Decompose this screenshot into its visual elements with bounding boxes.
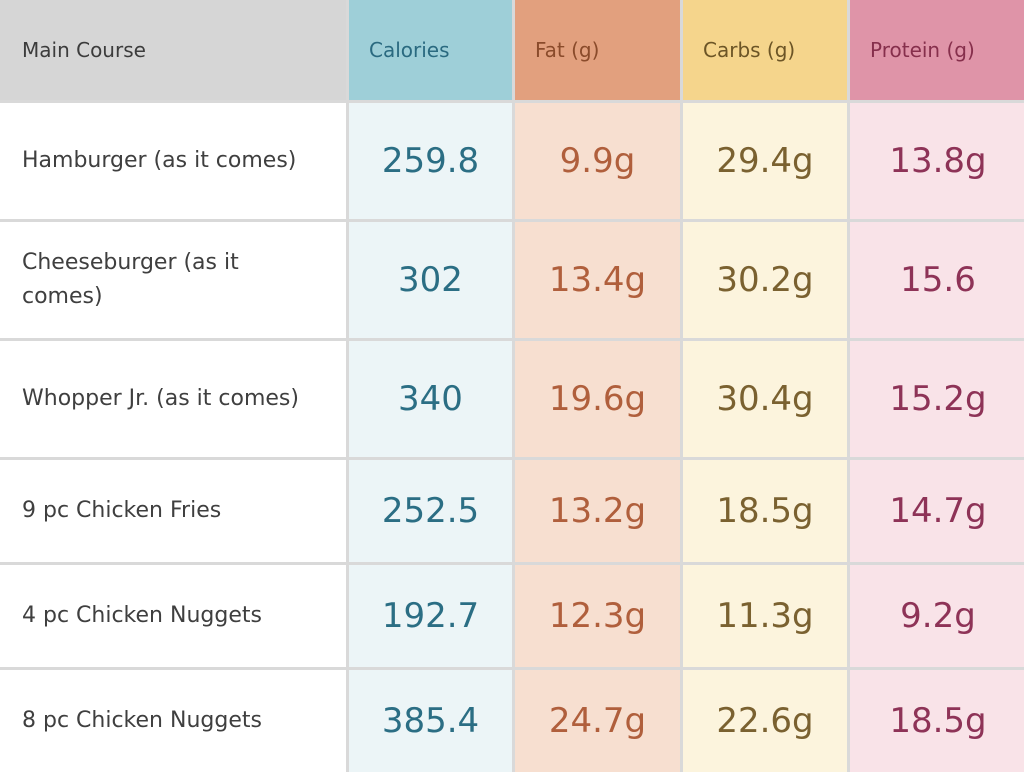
header-main-course: Main Course [0,0,346,100]
row-fat: 19.6g [515,341,680,457]
row-item-name: 9 pc Chicken Fries [0,460,346,562]
row-fat: 9.9g [515,103,680,219]
row-fat: 12.3g [515,565,680,667]
row-fat: 13.2g [515,460,680,562]
header-protein: Protein (g) [850,0,1024,100]
row-carbs: 22.6g [683,670,847,772]
row-protein: 15.6 [850,222,1024,338]
row-carbs: 11.3g [683,565,847,667]
row-protein: 9.2g [850,565,1024,667]
row-carbs: 18.5g [683,460,847,562]
row-item-name: 4 pc Chicken Nuggets [0,565,346,667]
header-calories: Calories [349,0,512,100]
row-protein: 14.7g [850,460,1024,562]
header-fat: Fat (g) [515,0,680,100]
row-item-name: Hamburger (as it comes) [0,103,346,219]
row-calories: 302 [349,222,512,338]
row-calories: 385.4 [349,670,512,772]
row-calories: 340 [349,341,512,457]
row-protein: 18.5g [850,670,1024,772]
row-item-name: 8 pc Chicken Nuggets [0,670,346,772]
row-item-name: Cheeseburger (as it comes) [0,222,346,338]
row-calories: 252.5 [349,460,512,562]
row-calories: 192.7 [349,565,512,667]
row-protein: 13.8g [850,103,1024,219]
row-carbs: 30.2g [683,222,847,338]
row-carbs: 29.4g [683,103,847,219]
row-item-name: Whopper Jr. (as it comes) [0,341,346,457]
row-calories: 259.8 [349,103,512,219]
header-carbs: Carbs (g) [683,0,847,100]
row-protein: 15.2g [850,341,1024,457]
row-carbs: 30.4g [683,341,847,457]
row-fat: 13.4g [515,222,680,338]
row-fat: 24.7g [515,670,680,772]
